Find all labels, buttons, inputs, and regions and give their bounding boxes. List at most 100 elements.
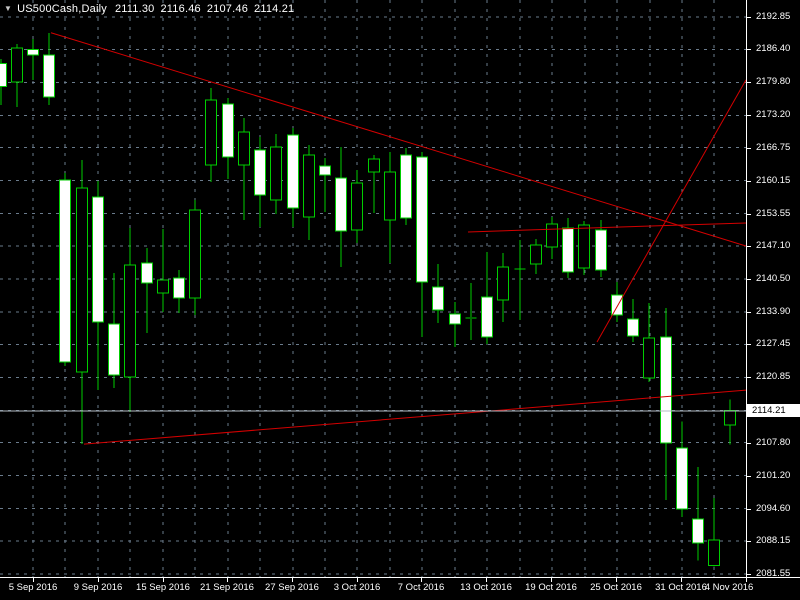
time-axis-tick — [681, 578, 682, 582]
candle-bull — [303, 154, 315, 218]
date-axis-label: 19 Oct 2016 — [525, 582, 577, 593]
ohlc-low-value: 2107.46 — [206, 3, 249, 15]
candle-bear — [141, 262, 153, 284]
time-axis-tick — [163, 578, 164, 582]
candle-bull — [270, 146, 282, 201]
price-axis-label: 2166.75 — [756, 142, 791, 153]
price-axis-tick — [747, 181, 751, 182]
price-axis-tick — [747, 279, 751, 280]
candle-bear — [222, 103, 234, 158]
current-price-tag: 2114.21 — [747, 404, 800, 417]
chart-pane[interactable]: ▼ US500Cash,Daily 2111.30 2116.46 2107.46 211… — [0, 0, 746, 577]
date-axis-label: 3 Oct 2016 — [333, 582, 381, 593]
price-axis-label: 2153.55 — [756, 208, 791, 219]
candle-bull — [578, 224, 590, 269]
price-axis-tick — [747, 344, 751, 345]
date-axis-label: 15 Sep 2016 — [136, 582, 190, 593]
time-axis-border — [0, 577, 800, 578]
candle-bull — [497, 266, 509, 301]
candle-bull — [205, 99, 217, 166]
candle-bear — [432, 286, 444, 311]
price-axis-label: 2081.55 — [756, 568, 791, 579]
price-axis-tick — [747, 410, 751, 411]
candle-bear — [562, 227, 574, 273]
price-axis-border — [746, 0, 747, 577]
price-axis-tick — [747, 509, 751, 510]
chart-symbol-period: US500Cash,Daily — [17, 3, 107, 15]
candle-bull — [708, 539, 720, 566]
candle-bull — [530, 244, 542, 265]
ohlc-close-value: 2114.21 — [254, 3, 295, 15]
price-axis-label: 2101.20 — [756, 470, 791, 481]
price-axis-label: 2094.60 — [756, 503, 791, 514]
date-axis-label: 27 Sep 2016 — [265, 582, 319, 593]
price-axis-tick — [747, 82, 751, 83]
candle-bear — [173, 277, 185, 299]
time-axis-tick — [33, 578, 34, 582]
time-axis-tick — [421, 578, 422, 582]
candle-bear — [108, 323, 120, 376]
date-axis-label: 7 Oct 2016 — [397, 582, 445, 593]
candle-bull — [384, 171, 396, 221]
price-axis-tick — [747, 17, 751, 18]
price-axis-label: 2133.90 — [756, 306, 791, 317]
candle-bull — [238, 131, 250, 166]
candle-bear — [92, 196, 104, 323]
candle-bull — [189, 209, 201, 299]
price-chart-canvas[interactable] — [0, 0, 746, 577]
candle-bear — [449, 313, 461, 325]
time-axis[interactable]: 5 Sep 2016 9 Sep 2016 15 Sep 2016 21 Sep 20… — [0, 578, 800, 600]
candle-bear — [254, 149, 266, 196]
ohlc-open-value: 2111.30 — [114, 3, 155, 15]
trendline — [596, 79, 746, 343]
candle-bear — [0, 62, 7, 87]
price-axis-tick — [747, 377, 751, 378]
price-axis[interactable]: 2114.21 2192.85 2186.40 2179.80 2173.20 2166… — [747, 0, 800, 579]
date-axis-label: 31 Oct 2016 — [655, 582, 707, 593]
candle-bull — [546, 223, 558, 248]
date-axis-label: 5 Sep 2016 — [8, 582, 58, 593]
candle-bear — [416, 156, 428, 283]
candle-bear — [660, 336, 672, 444]
price-axis-label: 2107.80 — [756, 437, 791, 448]
date-axis-label: 9 Sep 2016 — [73, 582, 123, 593]
candle-bear — [481, 296, 493, 338]
price-axis-tick — [747, 148, 751, 149]
date-axis-label: 21 Sep 2016 — [200, 582, 254, 593]
candle-bear — [692, 518, 704, 544]
candle-bull — [724, 410, 736, 426]
chart-title: ▼ US500Cash,Daily 2111.30 2116.46 2107.46 211… — [4, 3, 300, 15]
time-axis-tick — [616, 578, 617, 582]
date-axis-label: 4 Nov 2016 — [704, 582, 754, 593]
price-axis-label: 2173.20 — [756, 109, 791, 120]
price-axis-tick — [747, 574, 751, 575]
candle-bear — [595, 229, 607, 271]
candle-bear — [287, 134, 299, 209]
candle-bear — [676, 447, 688, 510]
price-axis-label: 2147.10 — [756, 240, 791, 251]
time-axis-tick — [357, 578, 358, 582]
time-axis-tick — [551, 578, 552, 582]
time-axis-tick — [292, 578, 293, 582]
price-axis-label: 2120.85 — [756, 371, 791, 382]
price-axis-label: 2127.45 — [756, 338, 791, 349]
candle-bull — [368, 158, 380, 173]
price-axis-label: 2186.40 — [756, 43, 791, 54]
candle-bear — [400, 154, 412, 219]
candle-bear — [27, 48, 39, 56]
candle-bear — [319, 165, 331, 176]
price-axis-tick — [747, 476, 751, 477]
trendline — [83, 389, 746, 445]
candle-bull — [124, 264, 136, 378]
candle-bull — [643, 337, 655, 379]
time-axis-tick — [98, 578, 99, 582]
candle-bear — [611, 294, 623, 316]
date-axis-label: 25 Oct 2016 — [590, 582, 642, 593]
price-axis-label: 2192.85 — [756, 11, 791, 22]
price-axis-tick — [747, 115, 751, 116]
price-axis-tick — [747, 214, 751, 215]
candlestick-series — [0, 32, 736, 567]
price-axis-label: 2179.80 — [756, 76, 791, 87]
candle-bear — [43, 54, 55, 98]
price-axis-tick — [747, 246, 751, 247]
